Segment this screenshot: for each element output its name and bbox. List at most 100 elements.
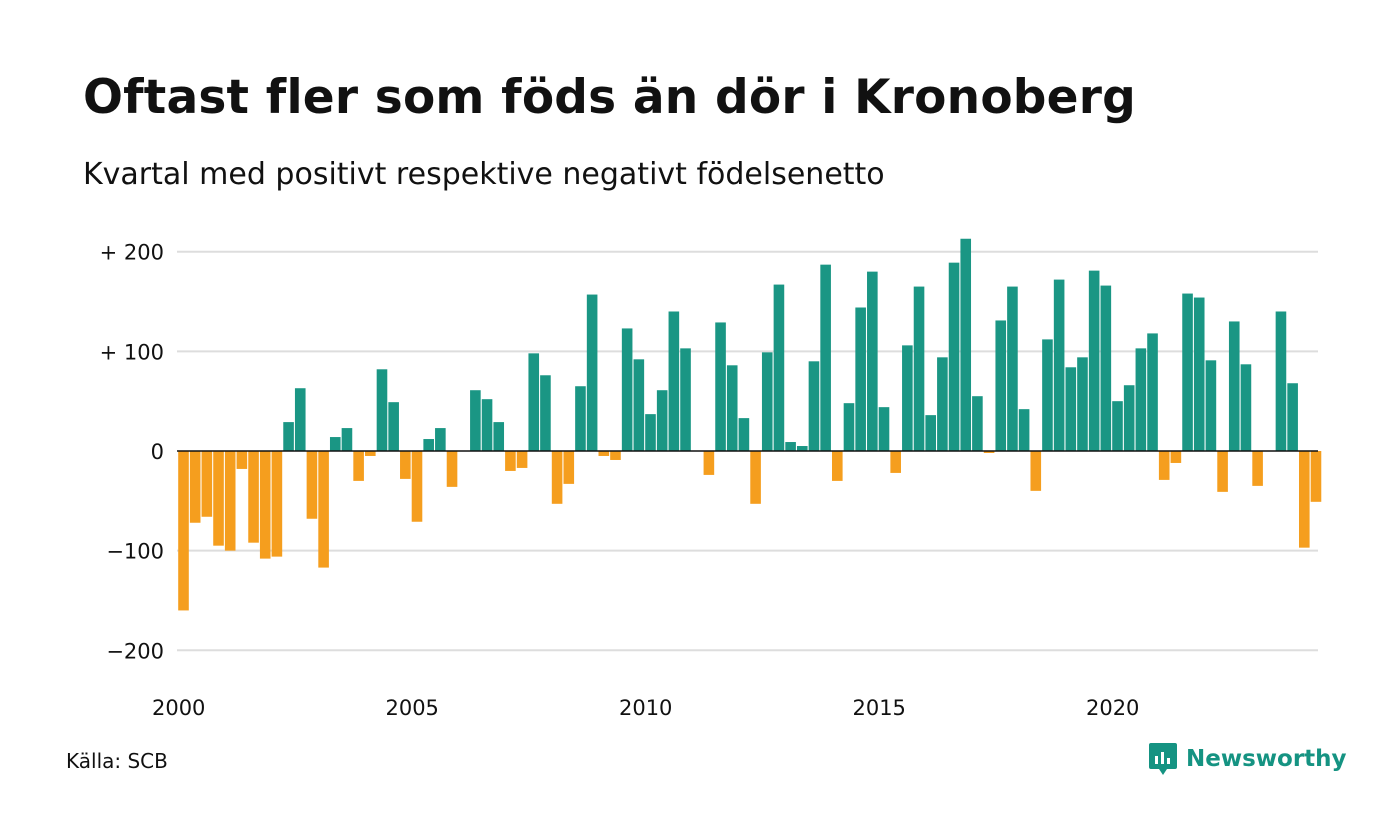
bar: [832, 451, 843, 481]
grid-lines: [177, 250, 1318, 652]
x-tick-label: 2005: [385, 696, 438, 720]
bar: [446, 451, 458, 487]
bar: [411, 451, 423, 522]
bar: [633, 359, 645, 451]
bar: [528, 353, 540, 451]
bar: [283, 422, 294, 451]
x-tick-label: 2015: [852, 696, 905, 720]
bar: [1182, 293, 1193, 451]
bar: [983, 451, 995, 453]
bar: [610, 451, 621, 460]
bar: [925, 415, 936, 451]
bar: [867, 271, 878, 451]
bar: [1018, 409, 1030, 451]
bar: [820, 264, 831, 451]
bar: [423, 439, 434, 451]
bar: [960, 238, 972, 451]
bar: [271, 451, 283, 557]
bar: [329, 437, 341, 451]
bar: [1088, 270, 1100, 451]
bar: [785, 442, 796, 451]
bar: [318, 451, 329, 568]
bar: [796, 446, 808, 451]
x-tick-label: 2010: [619, 696, 672, 720]
bar: [715, 322, 726, 451]
bar: [1007, 286, 1018, 451]
bar: [1275, 311, 1287, 451]
chart-title: Oftast fler som föds än dör i Kronoberg: [83, 70, 1136, 125]
bar: [808, 361, 820, 451]
bar: [493, 422, 505, 451]
brand-logo: Newsworthy: [1148, 741, 1347, 777]
y-tick-label: + 100: [100, 340, 164, 364]
bar: [1228, 321, 1240, 451]
y-tick-label: 0: [151, 440, 164, 464]
chart-subtitle: Kvartal med positivt respektive negativt…: [83, 157, 885, 192]
bar: [1240, 364, 1252, 451]
axes: + 200 + 100 0 −100 −200 2000 2005 2010 2015 2020: [100, 241, 1318, 720]
bar: [435, 428, 446, 451]
bar: [1287, 383, 1298, 451]
bar: [703, 451, 715, 475]
bar: [773, 284, 785, 451]
bar: [902, 345, 913, 451]
bar: [656, 390, 668, 451]
bar: [259, 451, 271, 559]
bar: [1100, 285, 1112, 451]
bar: [1193, 297, 1205, 451]
bar: [1042, 339, 1053, 451]
bar: [1158, 451, 1170, 480]
bar: [178, 451, 189, 611]
bar: [540, 375, 551, 451]
bar: [201, 451, 213, 517]
y-tick-label: −200: [106, 639, 164, 663]
bar: [353, 451, 364, 481]
bar: [306, 451, 318, 519]
bar: [236, 451, 248, 469]
bar: [248, 451, 259, 543]
bar: [598, 451, 610, 456]
bar: [1217, 451, 1228, 492]
bar: [1205, 360, 1217, 451]
bar: [750, 451, 761, 504]
bar: [294, 388, 306, 451]
bar: [1053, 279, 1065, 451]
bar: [738, 418, 750, 451]
bar: [645, 414, 656, 451]
y-tick-label: + 200: [100, 241, 164, 265]
bar: [726, 365, 738, 451]
bar: [878, 407, 890, 451]
newsworthy-logo-icon: [1149, 743, 1177, 775]
bar: [1065, 367, 1077, 451]
bar: [937, 357, 948, 451]
bar: [516, 451, 528, 468]
brand-name: Newsworthy: [1186, 746, 1347, 772]
bar: [505, 451, 516, 471]
bar: [843, 403, 855, 451]
bar-chart: + 200 + 100 0 −100 −200 2000 2005 2010 2015 2020: [100, 238, 1322, 720]
x-tick-label: 2000: [152, 696, 205, 720]
bar: [481, 399, 493, 451]
bar: [1147, 333, 1158, 451]
bar: [995, 320, 1007, 451]
bar: [470, 390, 481, 451]
bar: [1299, 451, 1310, 548]
bar: [563, 451, 575, 484]
bars: [178, 238, 1322, 611]
bar: [680, 348, 691, 451]
bar: [913, 286, 925, 451]
bar: [575, 386, 586, 451]
bar: [388, 402, 399, 451]
bar: [621, 328, 633, 451]
bar: [365, 451, 376, 456]
bar: [1135, 348, 1147, 451]
bar: [551, 451, 563, 504]
bar: [1077, 357, 1088, 451]
bar: [972, 396, 983, 451]
bar: [586, 294, 598, 451]
source-note: Källa: SCB: [66, 749, 168, 773]
bar: [948, 262, 960, 451]
bar: [224, 451, 236, 551]
bar: [1112, 401, 1123, 452]
bar: [1310, 451, 1322, 502]
